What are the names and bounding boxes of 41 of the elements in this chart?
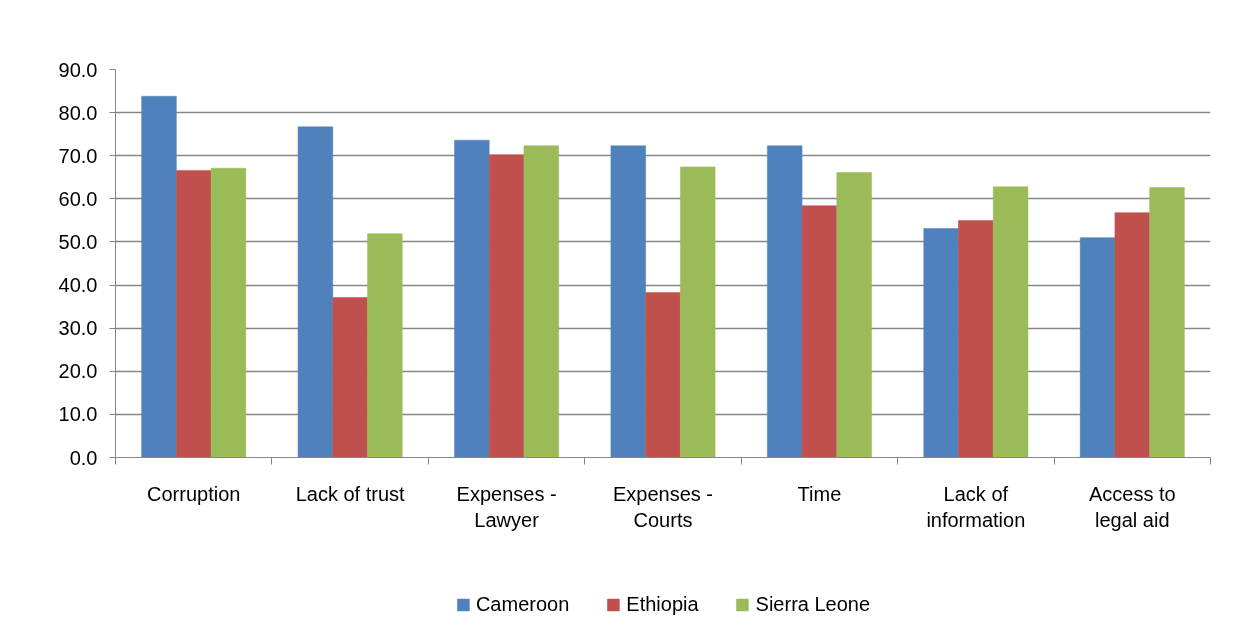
- x-tick-label: Expenses - Lawyer: [456, 482, 557, 531]
- legend-label: Cameroon: [475, 593, 570, 616]
- x-tick-label: Corruption: [147, 482, 241, 505]
- bar: [367, 233, 403, 458]
- y-tick-label: 0.0: [69, 446, 98, 469]
- bar: [176, 170, 212, 458]
- bar: [610, 145, 646, 458]
- bar: [1114, 212, 1150, 458]
- bar: [297, 126, 334, 458]
- bar: [1079, 237, 1116, 458]
- bar: [141, 95, 177, 458]
- x-tick-label: Time: [797, 482, 842, 505]
- bar: [1149, 187, 1185, 458]
- bar: [645, 292, 681, 458]
- bar: [488, 154, 525, 458]
- x-tick-label: Expenses - Courts: [612, 482, 714, 531]
- bar: [523, 145, 559, 458]
- legend-label: Ethiopia: [626, 593, 699, 616]
- legend-label: Sierra Leone: [755, 593, 871, 616]
- y-tick-label: 50.0: [58, 230, 98, 253]
- y-tick-label: 40.0: [58, 274, 98, 297]
- bar: [767, 145, 803, 458]
- x-tick-label: Lack of information: [926, 482, 1026, 531]
- bar: [958, 220, 994, 458]
- bar: [454, 139, 490, 458]
- bar: [801, 205, 838, 458]
- bar: [992, 186, 1029, 458]
- bar: [210, 167, 247, 458]
- bar: [680, 166, 716, 458]
- y-tick-label: 10.0: [58, 403, 98, 426]
- y-tick-label: 60.0: [58, 187, 98, 210]
- y-tick-label: 90.0: [58, 58, 98, 81]
- y-tick-label: 70.0: [58, 144, 98, 167]
- bar: [923, 228, 959, 458]
- y-tick-label: 80.0: [58, 101, 98, 124]
- x-tick-label: Access to legal aid: [1088, 482, 1176, 531]
- y-tick-label: 30.0: [58, 317, 98, 340]
- bar: [836, 172, 872, 458]
- bar: [332, 297, 368, 458]
- y-tick-label: 20.0: [58, 360, 98, 383]
- x-tick-label: Lack of trust: [295, 482, 406, 505]
